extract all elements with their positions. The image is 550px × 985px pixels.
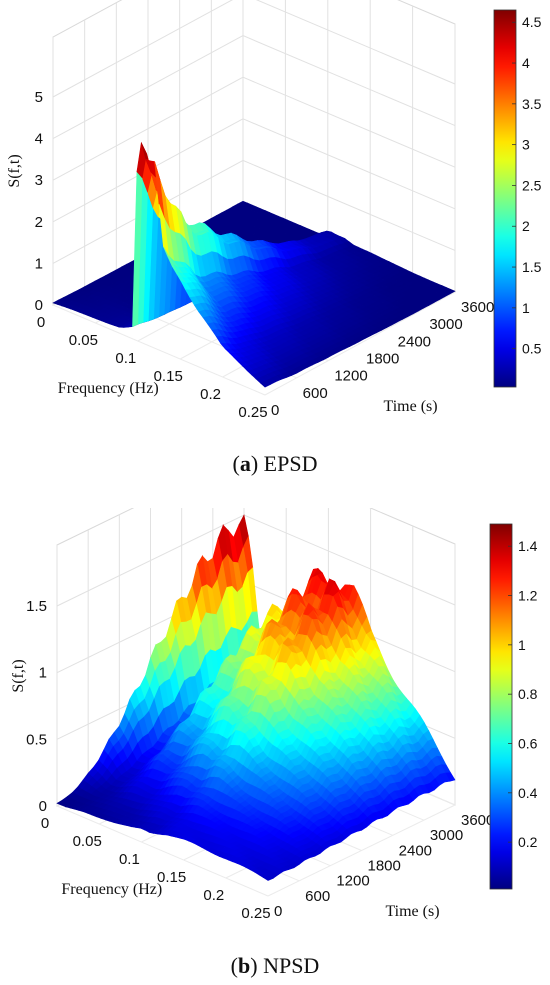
- colorbar: 0.2 0.4 0.6 0.8 1 1.2 1.4: [489, 523, 538, 890]
- z-axis-title: S(f,t): [6, 154, 23, 187]
- time-tick-label: 0: [274, 903, 282, 920]
- frequency-tick-label: 0: [37, 314, 45, 331]
- time-tick-label: 3000: [429, 316, 462, 333]
- z-tick-label: 0: [39, 798, 47, 815]
- colorbar-tick-label: 0.8: [518, 686, 538, 702]
- npsd-panel: 0 0.05 0.1 0.15 0.2 0.25 0 600 1200 1800 2400 3000 3…: [0, 508, 550, 948]
- z-tick-label: 1: [39, 665, 47, 682]
- frequency-tick-label: 0.25: [241, 905, 270, 922]
- colorbar-tick-label: 1.2: [518, 588, 538, 604]
- time-tick-label: 600: [303, 385, 328, 402]
- frequency-tick-label: 0.1: [119, 851, 140, 868]
- z-tick-label: 1: [35, 255, 43, 272]
- colorbar-tick-label: 0.4: [518, 785, 538, 801]
- npsd-caption-text: NPSD: [263, 953, 320, 978]
- frequency-tick-label: 0.15: [154, 368, 183, 385]
- time-axis-title: Time (s): [384, 398, 438, 415]
- floor-grid-time: [52, 304, 266, 396]
- colorbar-tick-label: 1.5: [522, 259, 542, 275]
- surface-mesh: [56, 514, 456, 881]
- time-tick-label: 2400: [398, 333, 431, 350]
- epsd-surface-chart: 00.050.10.150.20.25 060012001800240030003…: [6, 0, 542, 421]
- colorbar-tick-label: 1: [518, 637, 526, 653]
- axes-grid: [52, 0, 456, 396]
- npsd-caption-letter: b: [238, 953, 251, 978]
- axis-labels: 00.050.10.150.20.25 060012001800240030003…: [6, 89, 494, 421]
- time-axis-title: Time (s): [385, 903, 439, 920]
- colorbar-tick-label: 1: [522, 300, 530, 316]
- z-tick-label: 2: [35, 214, 43, 231]
- floor-grid-time: [56, 805, 269, 897]
- colorbar-tick-label: 0.6: [518, 735, 538, 751]
- epsd-caption-text: EPSD: [263, 451, 318, 476]
- axis-labels: 00.050.10.150.20.25 060012001800240030003…: [10, 598, 494, 922]
- z-tick-label: 5: [35, 89, 43, 106]
- surface-patch: [262, 875, 274, 881]
- colorbar-tick-label: 4.5: [522, 14, 542, 30]
- colorbar-tick-label: 2: [522, 218, 530, 234]
- epsd-panel: 0 0.05 0.1 0.15 0.2 0.25 0 600 1200 1800 2400 3000 3…: [0, 0, 550, 440]
- surface-patch: [260, 380, 271, 388]
- grid-line-z: [52, 0, 456, 98]
- frequency-tick-label: 0: [41, 815, 49, 832]
- frequency-axis-title: Frequency (Hz): [61, 881, 162, 898]
- grid-line-z: [52, 76, 456, 181]
- time-tick-label: 3000: [430, 827, 463, 844]
- frequency-tick-label: 0.05: [73, 833, 102, 850]
- frequency-tick-label: 0.2: [203, 887, 224, 904]
- epsd-caption-letter: a: [239, 451, 251, 476]
- floor-grid-frequency: [267, 804, 456, 897]
- colorbar-tick-label: 4: [522, 55, 530, 71]
- colorbar-gradient: [489, 523, 513, 890]
- time-tick-label: 600: [305, 888, 330, 905]
- colorbar-tick-label: 3.5: [522, 96, 542, 112]
- time-tick-label: 0: [271, 402, 279, 419]
- time-tick-label: 3600: [461, 812, 494, 829]
- time-tick-label: 2400: [399, 842, 432, 859]
- npsd-caption: (b) NPSD: [230, 953, 320, 978]
- grid-line-z: [52, 159, 456, 264]
- colorbar-tick-label: 0.2: [518, 834, 538, 850]
- z-tick-label: 4: [35, 131, 43, 148]
- z-tick-label: 3: [35, 172, 43, 189]
- frequency-axis-title: Frequency (Hz): [58, 380, 159, 397]
- frequency-tick-label: 0.25: [238, 404, 267, 421]
- colorbar-tick-label: 1.4: [518, 538, 538, 554]
- time-tick-label: 1200: [336, 873, 369, 890]
- time-tick-label: 1800: [366, 351, 399, 368]
- colorbar-gradient: [493, 9, 517, 388]
- z-axis-title: S(f,t): [10, 659, 27, 692]
- frequency-tick-label: 0.05: [69, 332, 98, 349]
- colorbar-tick-label: 2.5: [522, 177, 542, 193]
- grid-line-z: [52, 118, 456, 223]
- npsd-surface-chart: 00.050.10.150.20.25 060012001800240030003…: [10, 508, 538, 922]
- colorbar: 0.5 1 1.5 2 2.5 3 3.5 4 4.5: [493, 9, 542, 388]
- time-tick-label: 3600: [461, 299, 494, 316]
- floor-grid-frequency: [264, 291, 456, 396]
- time-tick-label: 1800: [368, 858, 401, 875]
- z-tick-label: 0: [35, 297, 43, 314]
- epsd-caption: (a) EPSD: [232, 451, 318, 476]
- frequency-tick-label: 0.15: [157, 869, 186, 886]
- surface-mesh: [52, 141, 456, 388]
- colorbar-tick-label: 3: [522, 137, 530, 153]
- colorbar-tick-label: 0.5: [522, 341, 542, 357]
- z-tick-label: 0.5: [26, 731, 47, 748]
- grid-line-z: [52, 35, 456, 140]
- time-tick-label: 1200: [334, 368, 367, 385]
- frequency-tick-label: 0.1: [115, 350, 136, 367]
- frequency-tick-label: 0.2: [200, 386, 221, 403]
- z-tick-label: 1.5: [26, 598, 47, 615]
